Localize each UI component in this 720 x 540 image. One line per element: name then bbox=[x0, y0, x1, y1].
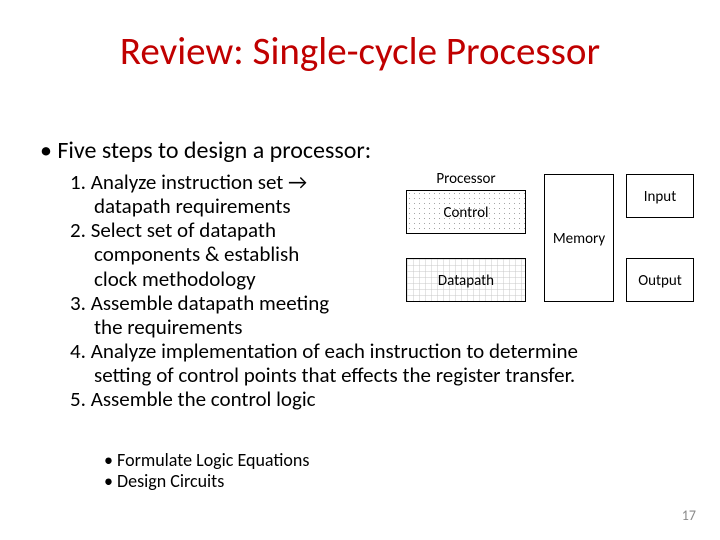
sub-bullet-2: Design Circuits bbox=[104, 471, 309, 492]
block-diagram: Processor Control Datapath Memory Input … bbox=[400, 168, 694, 318]
step-5: 5. Assemble the control logic bbox=[70, 387, 670, 411]
step-4-line2: setting of control points that effects t… bbox=[70, 363, 670, 387]
step-4-line1: 4. Analyze implementation of each instru… bbox=[70, 339, 670, 363]
control-label: Control bbox=[443, 204, 488, 222]
control-box: Control bbox=[406, 190, 526, 234]
page-number: 17 bbox=[682, 507, 696, 524]
slide: Review: Single-cycle Processor Five step… bbox=[0, 0, 720, 540]
page-title: Review: Single-cycle Processor bbox=[0, 28, 720, 75]
datapath-label: Datapath bbox=[438, 272, 494, 290]
memory-label: Memory bbox=[553, 230, 605, 248]
datapath-box: Datapath bbox=[406, 258, 526, 302]
output-label: Output bbox=[638, 272, 682, 290]
step-3-line2: the requirements bbox=[70, 315, 670, 339]
main-bullet: Five steps to design a processor: bbox=[40, 136, 371, 165]
input-label: Input bbox=[644, 188, 676, 206]
sub-bullets: Formulate Logic Equations Design Circuit… bbox=[104, 450, 309, 491]
input-box: Input bbox=[626, 174, 694, 218]
sub-bullet-1: Formulate Logic Equations bbox=[104, 450, 309, 471]
memory-box: Memory bbox=[544, 174, 614, 302]
processor-label: Processor bbox=[400, 170, 532, 188]
output-box: Output bbox=[626, 258, 694, 302]
